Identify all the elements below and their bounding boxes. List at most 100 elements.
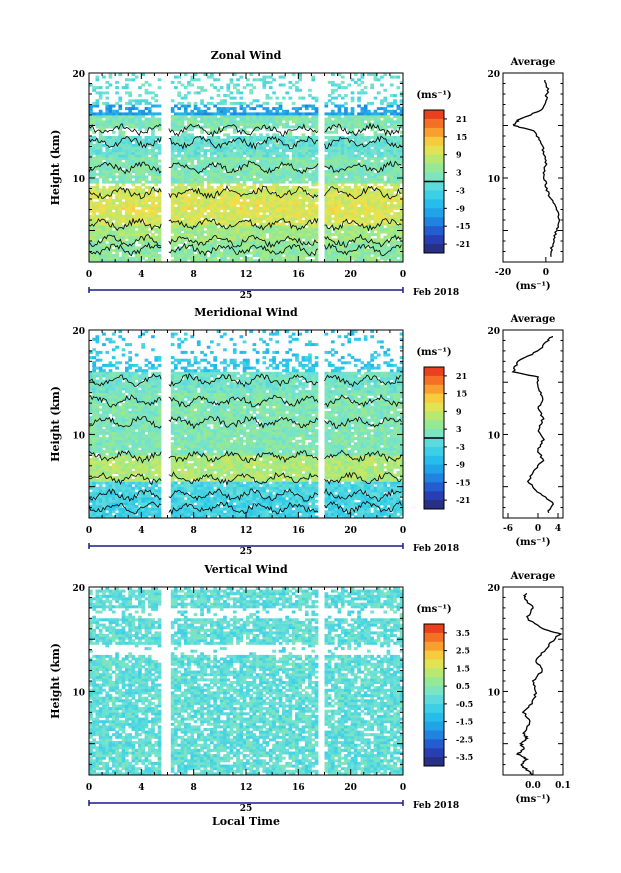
heatmap-cell xyxy=(229,251,234,255)
heatmap-cell xyxy=(252,157,257,160)
heatmap-cell xyxy=(308,125,312,129)
heatmap-cell xyxy=(115,122,119,126)
heatmap-cell xyxy=(141,191,145,195)
heatmap-cell xyxy=(370,233,374,237)
heatmap-cell xyxy=(399,212,404,216)
heatmap-cell xyxy=(196,86,201,90)
heatmap-cell xyxy=(376,136,381,139)
heatmap-cell xyxy=(304,220,309,223)
heatmap-cell xyxy=(180,157,185,160)
heatmap-cell xyxy=(196,220,201,223)
heatmap-cell xyxy=(219,162,224,166)
heatmap-cell xyxy=(380,185,384,189)
heatmap-cell xyxy=(363,167,368,171)
heatmap-cell xyxy=(252,204,257,208)
heatmap-cell xyxy=(200,99,204,103)
heatmap-cell xyxy=(272,193,276,197)
heatmap-cell xyxy=(386,151,391,155)
heatmap-cell xyxy=(95,222,100,226)
heatmap-cell xyxy=(125,138,129,142)
heatmap-cell xyxy=(278,222,283,226)
heatmap-cell xyxy=(291,73,296,76)
heatmap-cell xyxy=(105,112,110,116)
heatmap-cell xyxy=(386,254,391,258)
heatmap-cell xyxy=(180,193,185,197)
heatmap-cell xyxy=(282,115,286,118)
heatmap-cell xyxy=(337,193,342,197)
heatmap-cell xyxy=(389,248,394,252)
heatmap-cell xyxy=(389,251,394,255)
heatmap-cell xyxy=(295,178,299,181)
heatmap-cell xyxy=(229,220,234,223)
heatmap-cell xyxy=(216,146,221,150)
heatmap-cell xyxy=(373,254,378,258)
heatmap-cell xyxy=(304,243,309,247)
heatmap-cell xyxy=(360,167,365,171)
heatmap-cell xyxy=(239,141,244,145)
heatmap-cell xyxy=(363,227,368,231)
heatmap-cell xyxy=(105,109,110,113)
heatmap-cell xyxy=(177,209,181,213)
heatmap-cell xyxy=(183,193,188,197)
heatmap-cell xyxy=(151,136,155,139)
heatmap-cell xyxy=(138,225,142,229)
heatmap-cell xyxy=(157,233,162,237)
heatmap-cell xyxy=(219,109,224,113)
heatmap-cell xyxy=(174,222,178,226)
heatmap-cell xyxy=(128,178,132,181)
heatmap-cell xyxy=(187,178,191,181)
heatmap-cell xyxy=(98,117,103,121)
heatmap-cell xyxy=(275,188,280,192)
heatmap-cell xyxy=(304,193,309,197)
heatmap-cell xyxy=(353,227,358,231)
heatmap-cell xyxy=(105,96,110,100)
heatmap-cell xyxy=(105,172,110,176)
heatmap-cell xyxy=(200,115,204,118)
heatmap-cell xyxy=(255,122,260,126)
heatmap-cell xyxy=(216,157,221,160)
heatmap-cell xyxy=(216,251,221,255)
heatmap-cell xyxy=(340,220,345,223)
heatmap-cell xyxy=(92,230,96,234)
heatmap-cell xyxy=(360,259,365,263)
heatmap-cell xyxy=(108,164,113,168)
heatmap-cell xyxy=(200,159,204,163)
heatmap-cell xyxy=(102,251,106,255)
heatmap-cell xyxy=(131,191,136,195)
heatmap-cell xyxy=(272,157,276,160)
heatmap-cell xyxy=(105,201,110,205)
heatmap-cell xyxy=(259,206,263,210)
heatmap-cell xyxy=(128,259,132,263)
heatmap-cell xyxy=(383,167,388,171)
heatmap-cell xyxy=(282,151,286,155)
heatmap-cell xyxy=(386,230,391,234)
heatmap-cell xyxy=(147,248,152,252)
heatmap-cell xyxy=(278,154,283,158)
heatmap-cell xyxy=(183,125,188,129)
heatmap-cell xyxy=(98,201,103,205)
heatmap-cell xyxy=(337,235,342,239)
heatmap-cell xyxy=(393,94,397,97)
heatmap-cell xyxy=(376,248,381,252)
heatmap-cell xyxy=(226,167,231,171)
heatmap-cell xyxy=(350,133,355,137)
heatmap-cell xyxy=(232,138,237,142)
heatmap-cell xyxy=(314,206,319,210)
heatmap-cell xyxy=(174,120,178,124)
heatmap-cell xyxy=(134,201,139,205)
heatmap-cell xyxy=(246,214,250,218)
heatmap-cell xyxy=(268,209,273,213)
heatmap-cell xyxy=(249,227,253,231)
heatmap-cell xyxy=(246,117,250,121)
heatmap-cell xyxy=(147,241,152,244)
heatmap-cell xyxy=(275,206,280,210)
heatmap-cell xyxy=(370,143,374,147)
heatmap-cell xyxy=(232,86,237,90)
heatmap-cell xyxy=(350,199,355,202)
heatmap-cell xyxy=(334,128,338,132)
heatmap-cell xyxy=(170,254,175,258)
heatmap-cell xyxy=(324,193,329,197)
heatmap-cell xyxy=(177,230,181,234)
heatmap-cell xyxy=(327,191,332,195)
heatmap-cell xyxy=(386,170,391,174)
